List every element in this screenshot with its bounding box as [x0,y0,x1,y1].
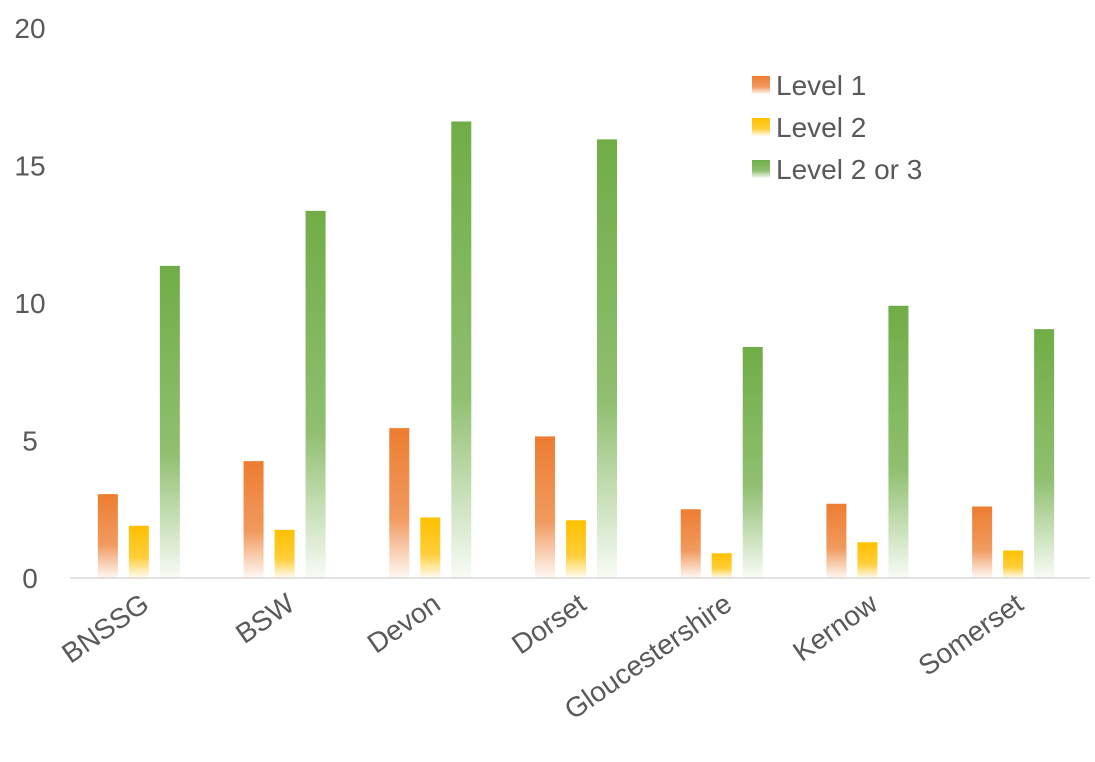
category-label: BSW [230,587,300,649]
category-label: Kernow [787,587,883,667]
bar-level-2-or-3-somerset [1034,329,1054,578]
category-label: Devon [362,588,446,660]
bar-level-1-devon [389,428,409,578]
category-label: Dorset [506,587,592,660]
bar-level-1-somerset [972,507,992,579]
legend-swatch [752,118,770,136]
legend-label: Level 2 or 3 [776,154,922,185]
bar-level-2-or-3-bnssg [160,266,180,578]
bar-level-2-somerset [1003,551,1023,579]
legend: Level 1 Level 2 Level 2 or 3 [752,70,922,185]
y-tick-label: 20 [14,13,45,44]
y-tick-label: 5 [22,426,38,457]
legend-label: Level 1 [776,70,866,101]
bar-level-2-devon [420,518,440,579]
legend-swatch [752,160,770,178]
bar-level-2-or-3-dorset [597,139,617,578]
y-axis-ticks: 0 5 10 15 20 [14,13,45,594]
bar-level-1-gloucestershire [681,509,701,578]
y-tick-label: 15 [14,151,45,182]
bar-level-2-gloucestershire [712,553,732,578]
y-tick-label: 0 [22,563,38,594]
bar-level-1-bnssg [98,494,118,578]
bar-level-2-bsw [275,530,295,578]
bar-level-1-bsw [244,461,264,578]
bars-group [98,122,1054,579]
bar-level-2-or-3-gloucestershire [743,347,763,578]
bar-level-1-dorset [535,436,555,578]
bar-level-2-kernow [857,542,877,578]
legend-label: Level 2 [776,112,866,143]
category-label: Somerset [913,587,1029,681]
bar-level-2-or-3-bsw [306,211,326,578]
bar-level-2-bnssg [129,526,149,578]
bar-level-2-dorset [566,520,586,578]
y-tick-label: 10 [14,288,45,319]
bar-level-2-or-3-kernow [888,306,908,578]
bar-level-1-kernow [826,504,846,578]
category-label: BNSSG [56,588,154,670]
legend-swatch [752,76,770,94]
bar-level-2-or-3-devon [451,122,471,579]
